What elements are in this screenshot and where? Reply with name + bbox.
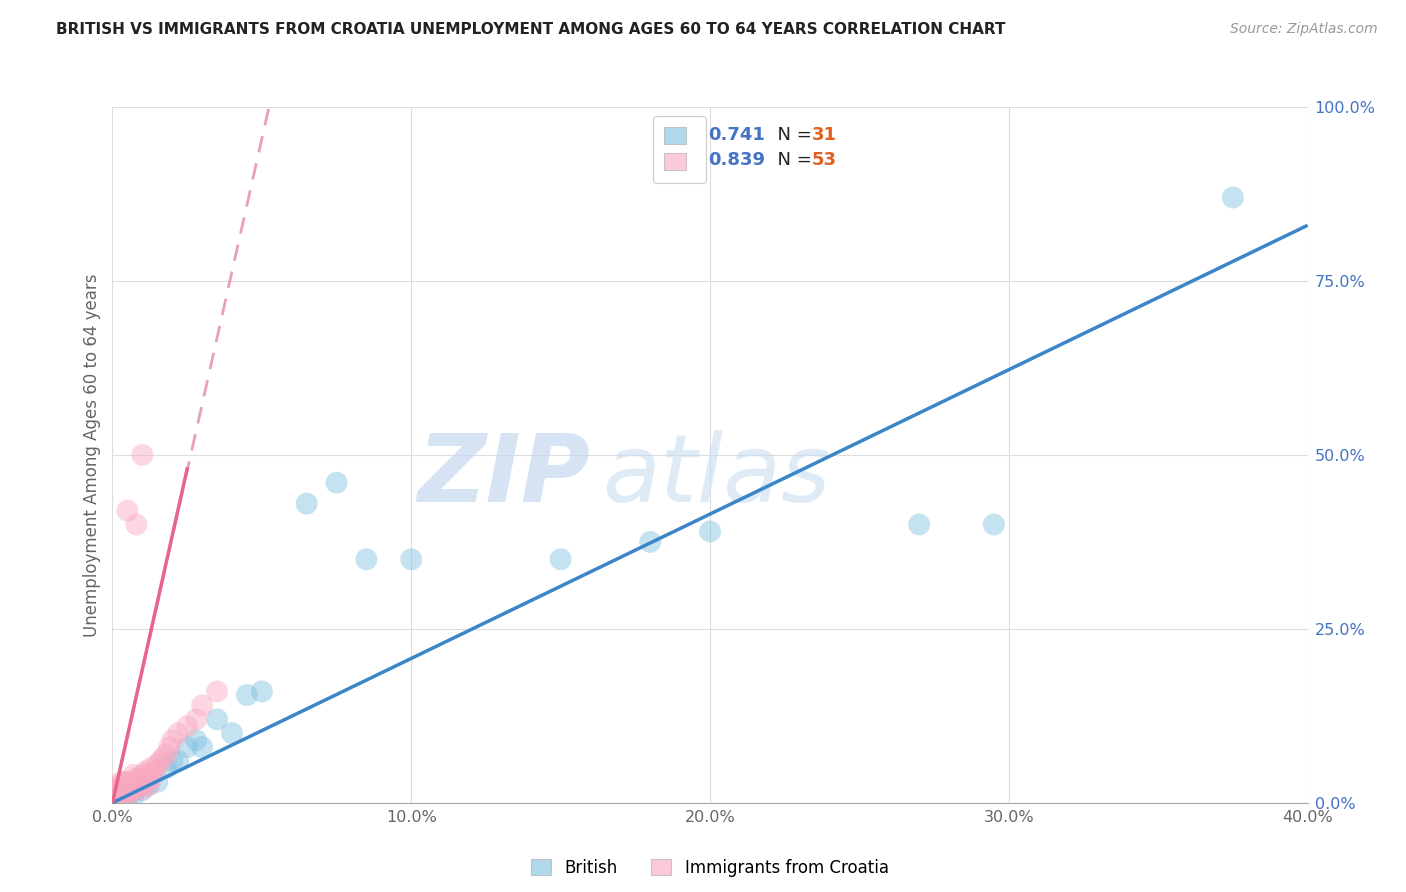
Legend: British, Immigrants from Croatia: British, Immigrants from Croatia xyxy=(523,850,897,885)
Point xyxy=(191,698,214,713)
Point xyxy=(134,764,156,779)
Point xyxy=(131,781,153,796)
Point xyxy=(120,781,142,796)
Point xyxy=(176,719,198,733)
Point xyxy=(146,775,169,789)
Point xyxy=(114,775,135,789)
Point xyxy=(128,778,150,792)
Point xyxy=(110,789,132,803)
Point xyxy=(138,768,160,782)
Point xyxy=(125,781,148,796)
Point xyxy=(117,775,139,789)
Text: 53: 53 xyxy=(811,151,837,169)
Point xyxy=(162,754,183,768)
Point xyxy=(205,684,228,698)
Point xyxy=(155,761,177,775)
Text: Source: ZipAtlas.com: Source: ZipAtlas.com xyxy=(1230,22,1378,37)
Point xyxy=(191,740,214,755)
Point xyxy=(167,726,190,740)
Text: R =: R = xyxy=(665,126,703,144)
Point xyxy=(138,778,160,792)
Point xyxy=(146,757,169,772)
Point xyxy=(110,781,132,796)
Point xyxy=(117,790,139,805)
Point xyxy=(325,475,347,490)
Point xyxy=(104,792,127,806)
Point xyxy=(104,785,127,799)
Text: 0.741: 0.741 xyxy=(707,126,765,144)
Text: atlas: atlas xyxy=(602,430,831,521)
Point xyxy=(114,781,135,796)
Point xyxy=(908,517,931,532)
Point xyxy=(114,785,135,799)
Text: N =: N = xyxy=(766,126,818,144)
Point xyxy=(983,517,1005,532)
Text: BRITISH VS IMMIGRANTS FROM CROATIA UNEMPLOYMENT AMONG AGES 60 TO 64 YEARS CORREL: BRITISH VS IMMIGRANTS FROM CROATIA UNEMP… xyxy=(56,22,1005,37)
Point xyxy=(152,750,174,764)
Point xyxy=(125,778,148,792)
Point xyxy=(110,775,132,789)
Point xyxy=(120,778,142,792)
Point xyxy=(401,552,423,566)
Text: N =: N = xyxy=(766,151,818,169)
Point xyxy=(107,778,129,792)
Point xyxy=(107,781,129,796)
Y-axis label: Unemployment Among Ages 60 to 64 years: Unemployment Among Ages 60 to 64 years xyxy=(83,273,101,637)
Text: R =: R = xyxy=(665,151,703,169)
Text: 31: 31 xyxy=(811,126,837,144)
Point xyxy=(120,785,142,799)
Point xyxy=(250,684,273,698)
Point xyxy=(221,726,243,740)
Point xyxy=(157,740,180,755)
Point xyxy=(236,688,259,702)
Point xyxy=(117,503,139,517)
Point xyxy=(134,775,156,789)
Point xyxy=(117,785,139,799)
Point xyxy=(176,740,198,755)
Point xyxy=(125,772,148,786)
Point xyxy=(138,778,160,792)
Point xyxy=(120,785,142,799)
Point xyxy=(131,448,153,462)
Point xyxy=(356,552,378,566)
Point xyxy=(155,747,177,761)
Point xyxy=(110,789,132,803)
Point xyxy=(141,772,163,786)
Point xyxy=(125,781,148,796)
Point xyxy=(128,772,150,786)
Point xyxy=(107,790,129,805)
Point xyxy=(295,497,318,511)
Point xyxy=(110,785,132,799)
Point xyxy=(162,733,183,747)
Point xyxy=(1222,190,1244,204)
Point xyxy=(699,524,721,539)
Point xyxy=(141,761,163,775)
Point xyxy=(149,754,172,768)
Point xyxy=(107,789,129,803)
Point xyxy=(550,552,572,566)
Point xyxy=(143,764,166,779)
Point xyxy=(125,517,148,532)
Point xyxy=(186,733,208,747)
Text: 0.839: 0.839 xyxy=(707,151,765,169)
Point xyxy=(117,789,139,803)
Point xyxy=(107,785,129,799)
Point xyxy=(205,712,228,726)
Point xyxy=(122,789,145,803)
Point xyxy=(131,783,153,797)
Text: ZIP: ZIP xyxy=(418,430,591,522)
Point xyxy=(131,768,153,782)
Point xyxy=(117,788,139,802)
Point xyxy=(104,781,127,796)
Point xyxy=(186,712,208,726)
Point xyxy=(104,790,127,805)
Point xyxy=(122,768,145,782)
Point xyxy=(117,781,139,796)
Point xyxy=(638,535,662,549)
Point xyxy=(122,781,145,796)
Point xyxy=(104,792,127,806)
Point xyxy=(122,775,145,789)
Point xyxy=(167,754,190,768)
